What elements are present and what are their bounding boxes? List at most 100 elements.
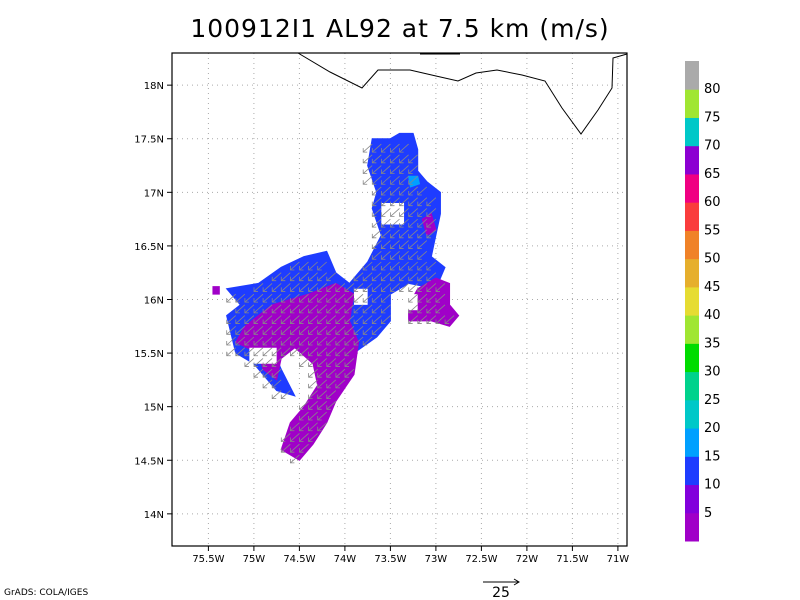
x-tick-label: 71W <box>607 554 630 565</box>
wind-vector <box>262 325 273 335</box>
wind-vector <box>290 336 300 346</box>
colorbar-swatch <box>685 117 699 147</box>
y-tick-label: 18N <box>144 81 164 92</box>
wind-vector <box>271 358 282 367</box>
wind-vector <box>408 283 418 292</box>
wind-vector <box>308 411 318 421</box>
wind-vector <box>390 143 400 153</box>
colorbar-label: 25 <box>704 393 721 408</box>
wind-vector <box>244 304 255 314</box>
wind-vector <box>335 325 346 335</box>
x-tick-label: 74.5W <box>283 554 315 565</box>
wind-vector-head <box>308 330 313 335</box>
wind-vector-head <box>371 265 377 271</box>
wind-vector-head <box>244 351 249 357</box>
wind-vector <box>390 272 400 282</box>
wind-vector-head <box>408 158 413 164</box>
wind-vector-head <box>226 330 231 335</box>
wind-vector-head <box>317 341 322 346</box>
wind-vector-head <box>280 351 286 357</box>
wind-vector-head <box>289 319 295 324</box>
wind-vector-head <box>308 287 313 292</box>
wind-vector-head <box>408 233 413 239</box>
wind-vector-head <box>380 298 386 303</box>
wind-vector <box>235 304 246 314</box>
wind-vector-head <box>344 287 349 292</box>
colorbar: 5 10 15 20 25 30 35 40 45 50 55 60 65 70 75 80 <box>685 61 721 542</box>
wind-vector-head <box>408 190 413 196</box>
wind-vector <box>253 304 264 314</box>
wind-vector-head <box>408 201 413 207</box>
wind-vector-head <box>326 394 331 399</box>
wind-vector-head <box>417 255 422 260</box>
wind-vector-head <box>299 287 304 292</box>
wind-vector-head <box>244 341 249 346</box>
wind-vector-head <box>399 276 404 282</box>
wind-vector-head <box>380 287 386 292</box>
wind-vector-head <box>308 341 313 346</box>
wind-vector <box>308 315 318 324</box>
wind-vector-head <box>380 244 386 249</box>
wind-vector-head <box>299 416 304 421</box>
wind-vector-head <box>262 330 268 335</box>
wind-vector-head <box>299 341 304 346</box>
wind-vector-head <box>271 373 277 378</box>
wind-vector <box>317 358 327 367</box>
y-tick-label: 16.5N <box>134 242 164 253</box>
wind-vector <box>344 358 355 367</box>
wind-vector-head <box>390 244 395 249</box>
wind-vector-head <box>408 223 413 228</box>
wind-vector-head <box>399 223 404 228</box>
wind-vector-head <box>371 330 377 335</box>
wind-vector-head <box>426 223 431 228</box>
wind-vector <box>381 143 391 153</box>
wind-vector-head <box>390 190 395 196</box>
wind-vector <box>271 272 282 282</box>
wind-vector-head <box>399 169 404 174</box>
wind-vector <box>290 325 300 335</box>
wind-vector <box>399 143 409 153</box>
wind-vector <box>290 261 300 271</box>
wind-vector <box>399 283 409 292</box>
y-tick-label: 15.5N <box>134 349 164 360</box>
wind-vector-head <box>417 201 422 207</box>
wind-vector-head <box>335 362 340 367</box>
wind-vector <box>290 443 300 453</box>
wind-vector-head <box>308 394 313 399</box>
wind-vector <box>308 272 318 282</box>
wind-vector-head <box>353 287 359 292</box>
wind-vector-head <box>408 244 413 249</box>
wind-vector-head <box>235 341 240 346</box>
grid-lines <box>172 53 627 546</box>
wind-vector-head <box>308 383 313 389</box>
wind-vector-head <box>408 298 413 303</box>
wind-vector <box>408 315 418 324</box>
wind-vector-head <box>271 330 277 335</box>
wind-vector <box>381 293 391 303</box>
colorbar-swatch <box>685 512 699 542</box>
wind-vector-head <box>390 148 395 153</box>
wind-vector <box>426 304 437 314</box>
wind-vector <box>372 315 382 324</box>
wind-vector <box>399 240 409 249</box>
wind-vector <box>290 293 300 303</box>
wind-vector-head <box>380 180 386 185</box>
wind-vector-head <box>380 233 386 239</box>
wind-vector-head <box>317 308 322 314</box>
wind-vector-head <box>326 383 331 389</box>
wind-vector-head <box>390 201 395 207</box>
wind-vector <box>326 336 337 346</box>
wind-vector-head <box>299 276 304 282</box>
wind-vector-head <box>399 255 404 260</box>
wind-vector-head <box>262 373 268 378</box>
wind-vector <box>244 358 255 367</box>
wind-vector-head <box>289 330 295 335</box>
wind-vector-head <box>399 190 404 196</box>
wind-vector-head <box>326 405 331 410</box>
wind-vector-head <box>426 265 431 271</box>
y-tick-label: 17N <box>144 188 164 199</box>
wind-vector-head <box>244 330 249 335</box>
wind-vector-head <box>253 373 258 378</box>
wind-vector-head <box>226 298 231 303</box>
wind-vector-head <box>235 330 240 335</box>
